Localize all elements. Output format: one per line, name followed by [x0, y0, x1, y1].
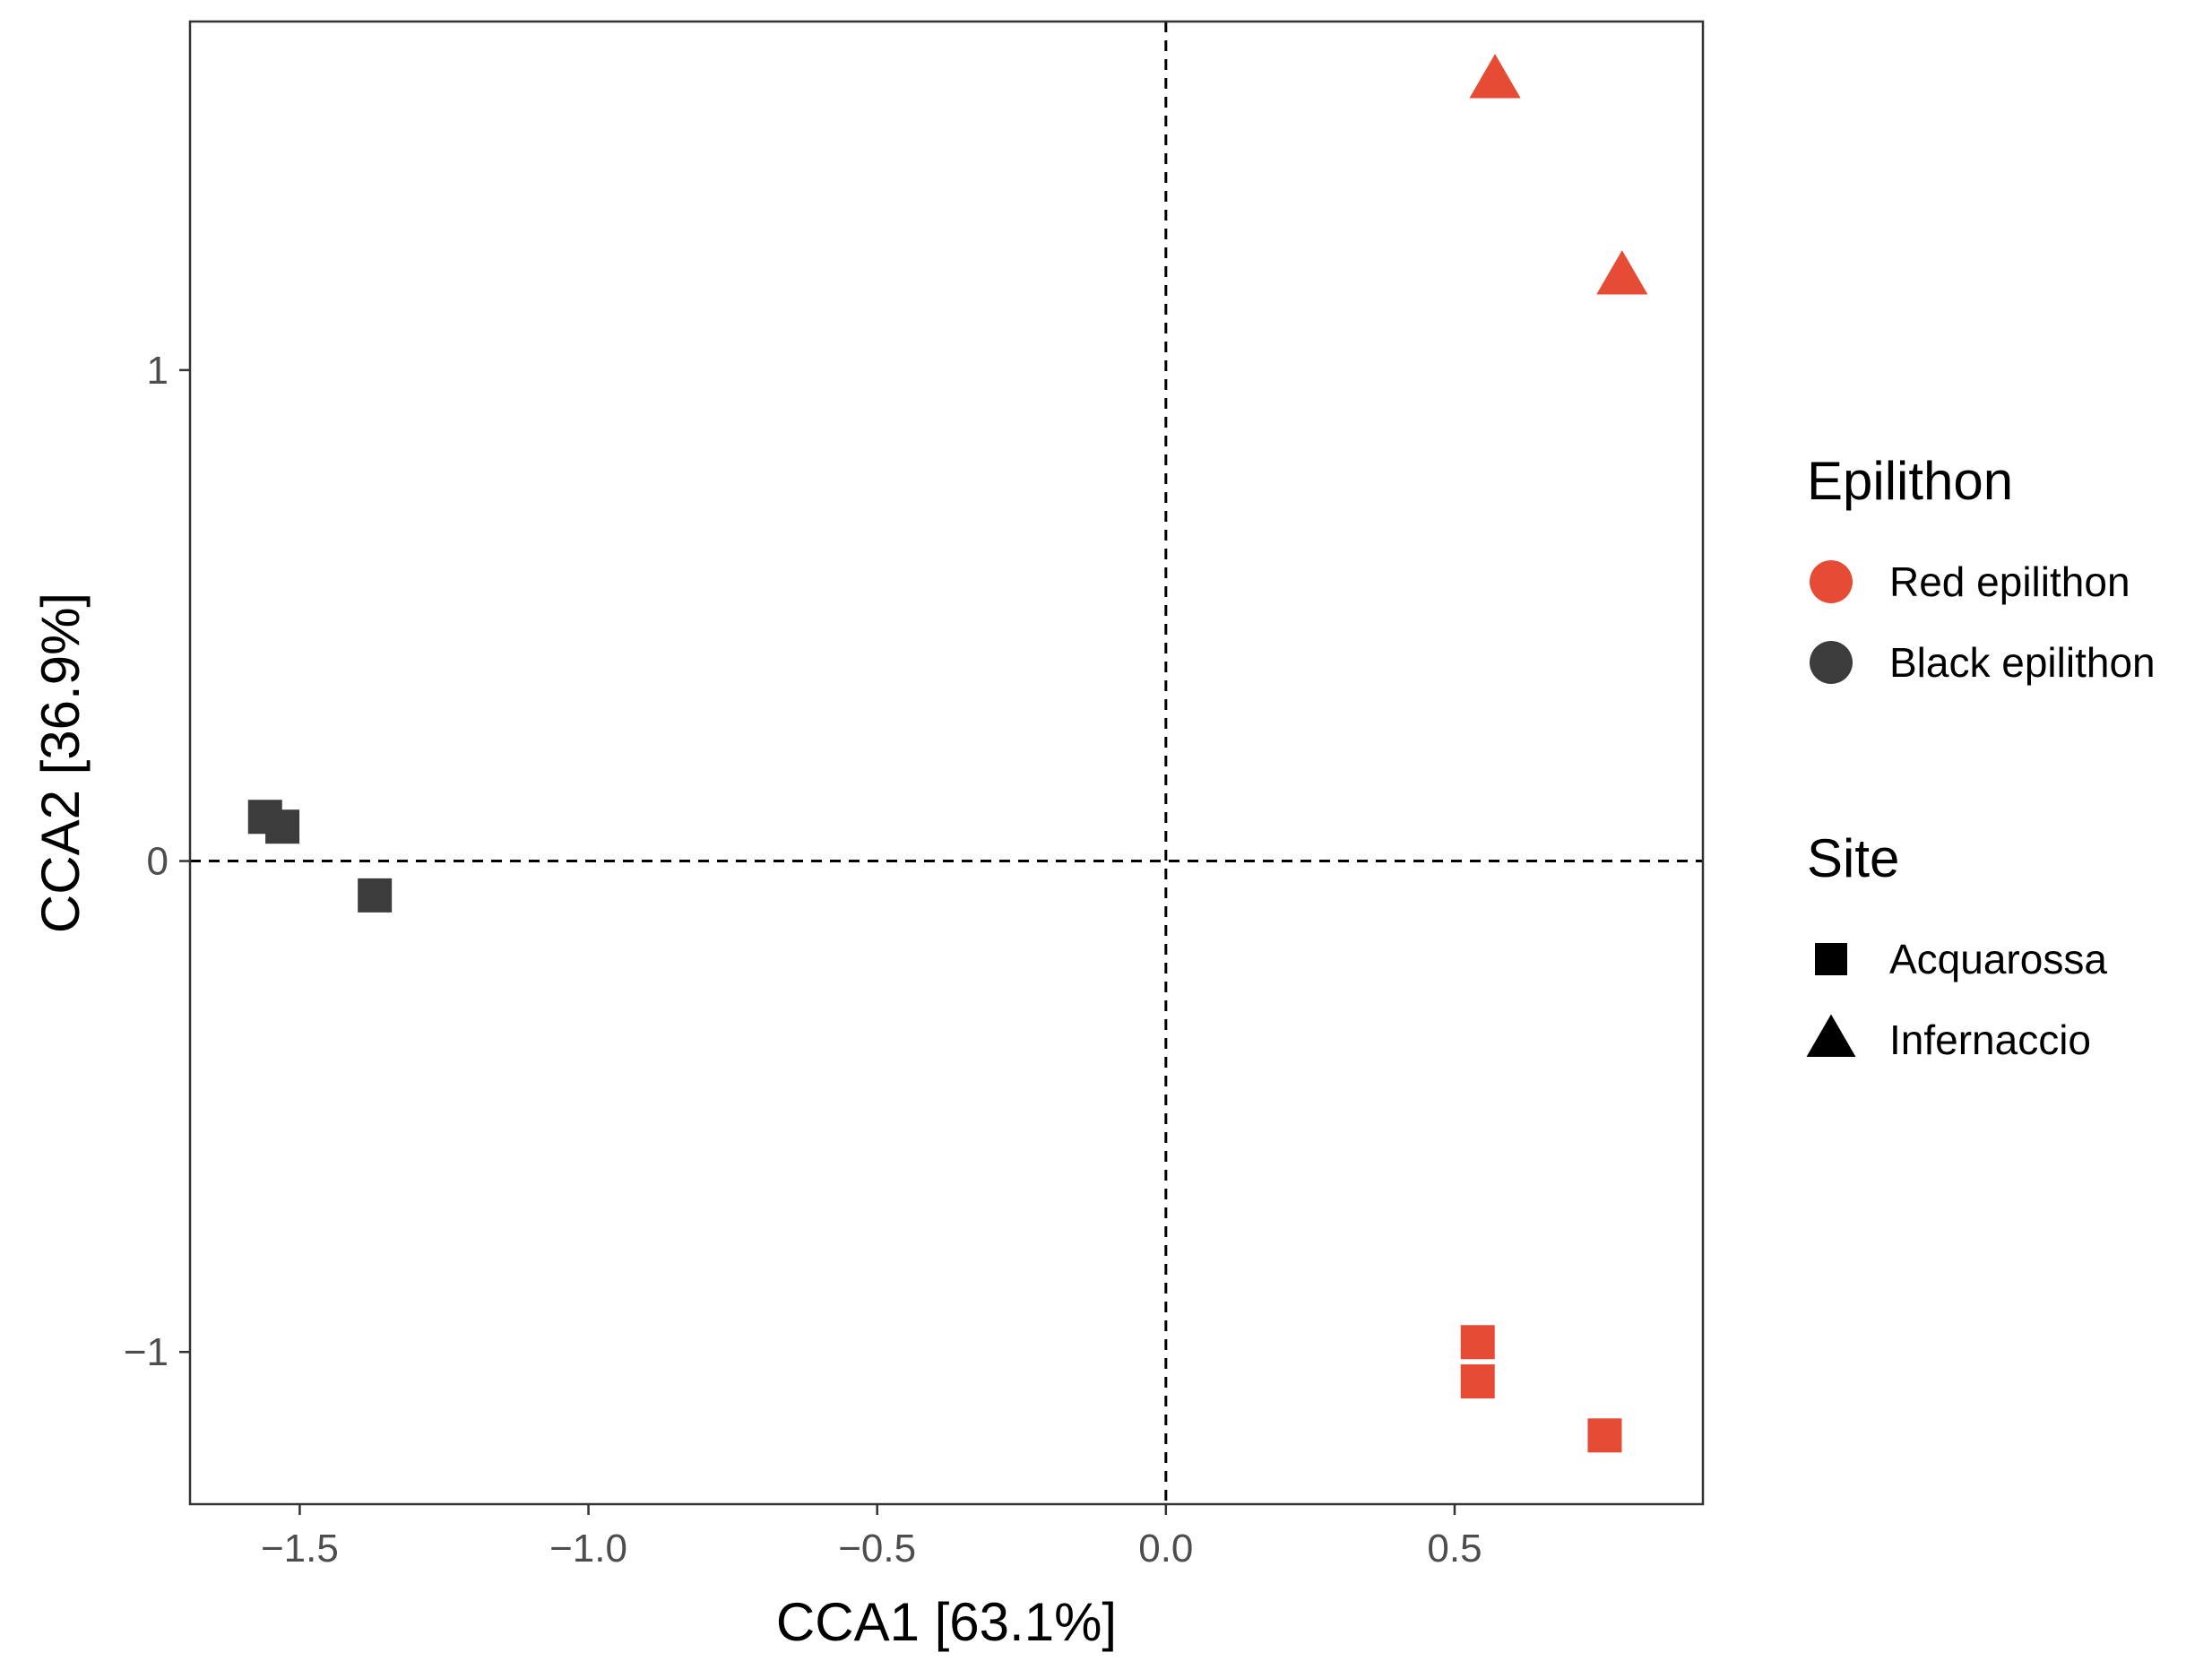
legend-label: Red epilithon [1889, 558, 2130, 605]
x-axis-title: CCA1 [63.1%] [776, 1592, 1117, 1652]
y-axis-tick-label: −1 [124, 1330, 168, 1374]
x-axis-tick-label: −1.0 [549, 1527, 627, 1570]
data-point [1587, 1418, 1622, 1453]
data-point [358, 878, 393, 913]
legend-key-triangle [1806, 1014, 1856, 1057]
legend-key-square [1815, 943, 1847, 975]
legend-label: Black epilithon [1889, 639, 2156, 686]
data-point [1460, 1325, 1495, 1360]
legend-label: Acquarossa [1889, 936, 2107, 982]
x-axis-tick-label: −1.5 [261, 1527, 339, 1570]
data-point [1469, 54, 1521, 99]
data-point [1596, 250, 1648, 295]
legend: Epilithon Red epilithon Black epilithon Sit… [1806, 451, 2156, 1063]
legend-key-circle [1810, 560, 1853, 603]
x-axis-tick-label: 0.0 [1138, 1527, 1193, 1570]
y-axis-title: CCA2 [36.9%] [30, 593, 91, 933]
y-axis-tick-label: 0 [147, 840, 168, 884]
data-point [1460, 1364, 1495, 1399]
plot-panel-border [188, 20, 1705, 1506]
legend-label: Infernaccio [1889, 1017, 2091, 1063]
legend-title: Epilithon [1807, 451, 2013, 511]
x-axis-tick-label: −0.5 [838, 1527, 916, 1570]
data-point [265, 809, 300, 844]
x-axis-tick-label: 0.5 [1427, 1527, 1482, 1570]
legend-title: Site [1807, 828, 1899, 888]
legend-key-circle [1810, 641, 1853, 684]
y-axis-tick-label: 1 [147, 349, 168, 393]
